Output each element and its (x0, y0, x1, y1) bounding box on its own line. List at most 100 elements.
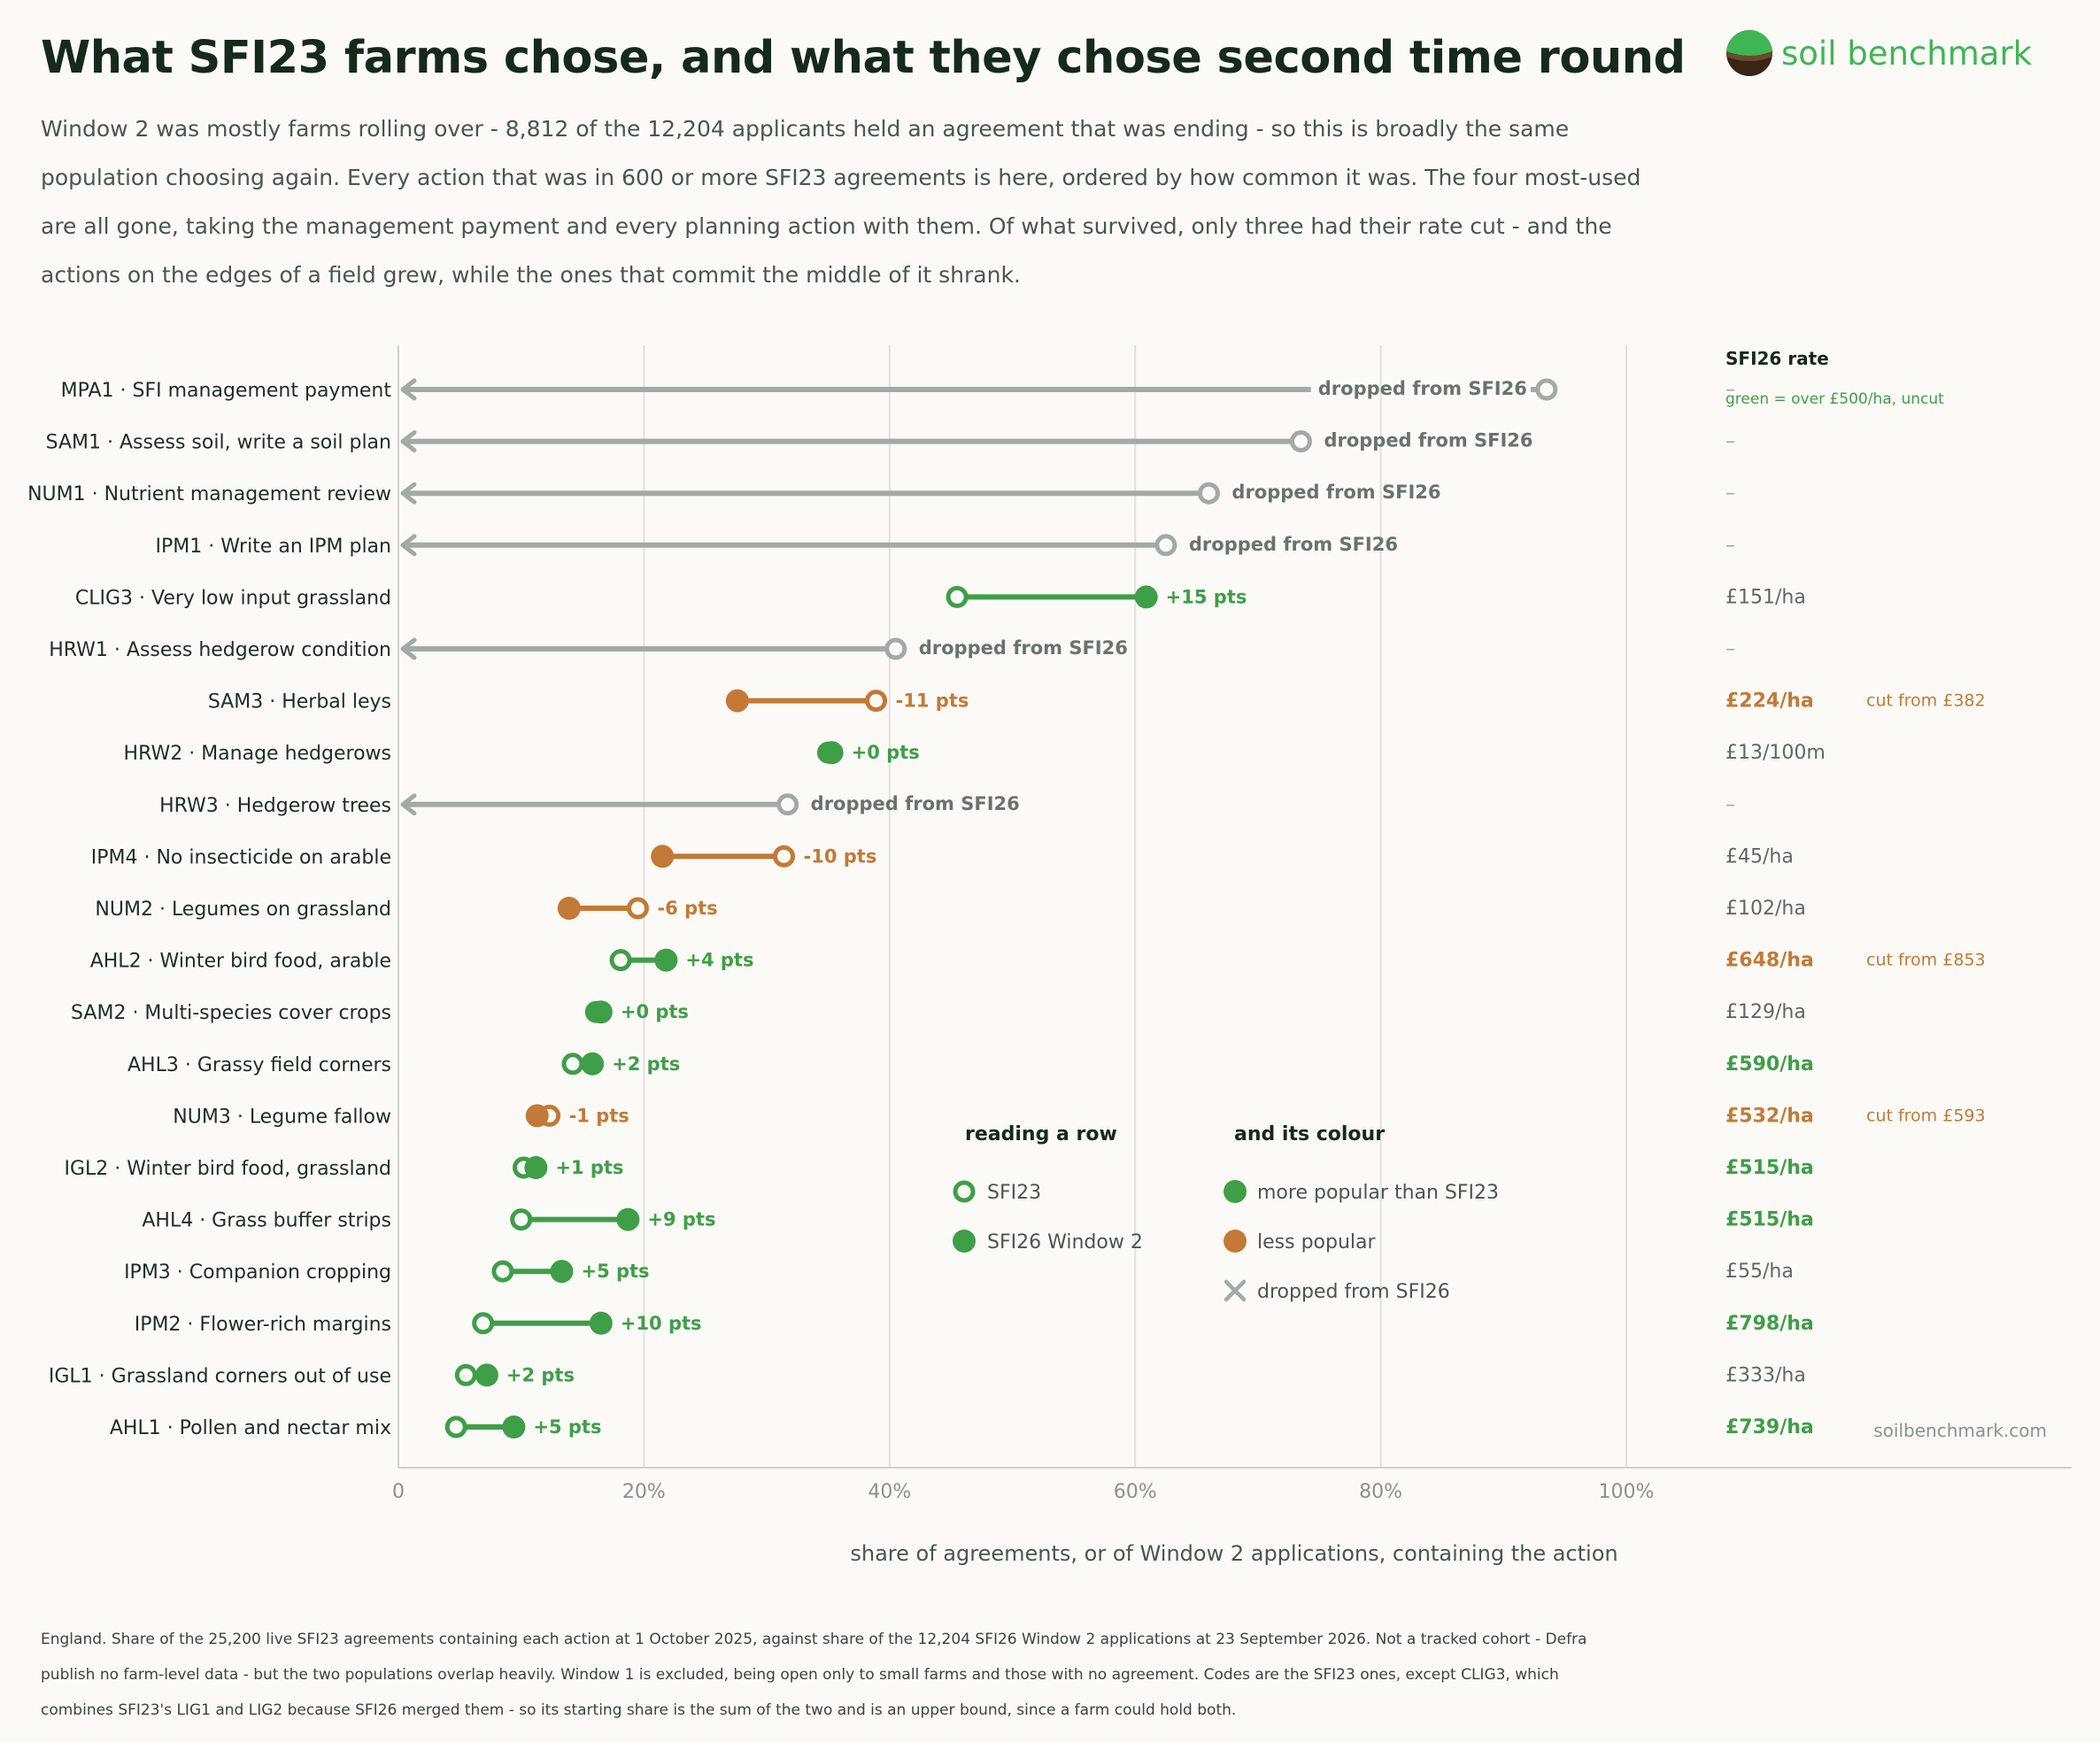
sfi23-point (946, 585, 969, 608)
rate-value: £739/ha (1726, 1416, 1814, 1438)
row-label: IPM4 · No insecticide on arable (91, 846, 391, 868)
row-label: MPA1 · SFI management payment (61, 380, 392, 402)
sfi23-point (491, 1260, 514, 1283)
chart-row: SAM3 · Herbal leys -11 pts (208, 689, 969, 713)
grid-lines (643, 345, 1627, 1468)
chart-row: SAM2 · Multi-species cover crops +0 pts (71, 1000, 689, 1024)
source-credit: soilbenchmark.com (1873, 1420, 2047, 1441)
sfi23-point (444, 1415, 467, 1438)
chart-row: HRW2 · Manage hedgerows +0 pts (124, 741, 920, 765)
legend-sfi26-marker (953, 1230, 976, 1253)
x-tick-label: 0 (392, 1481, 405, 1503)
logo: soil benchmark (1726, 27, 2032, 80)
row-label: SAM2 · Multi-species cover crops (71, 1002, 391, 1024)
delta-label: +0 pts (852, 742, 920, 763)
sfi26-point (820, 741, 844, 765)
rate-cut-note: cut from £853 (1866, 951, 1986, 970)
sfi23-point (1197, 482, 1220, 505)
rate-value: £13/100m (1726, 742, 1826, 764)
delta-label: +4 pts (685, 950, 753, 971)
rate-value: £129/ha (1726, 1001, 1806, 1023)
sfi23-point (472, 1312, 495, 1335)
chart-row: NUM1 · Nutrient management review dropped… (27, 482, 1440, 505)
rate-value: £102/ha (1726, 898, 1806, 920)
x-tick-label: 20% (622, 1481, 666, 1503)
row-label: IPM1 · Write an IPM plan (156, 536, 391, 558)
row-label: AHL4 · Grass buffer strips (142, 1210, 391, 1232)
sfi23-point (776, 793, 799, 816)
chart-row: AHL2 · Winter bird food, arable +4 pts (90, 948, 753, 973)
arrow-left-icon (400, 793, 417, 816)
sfi23-point (1154, 534, 1177, 557)
arrow-left-icon (400, 378, 417, 401)
sfi23-point (510, 1208, 533, 1231)
chart-row: AHL4 · Grass buffer strips +9 pts (142, 1207, 715, 1232)
rate-subheader: green = over £500/ha, uncut (1726, 390, 1944, 408)
sfi26-point (725, 689, 749, 713)
dropped-label: dropped from SFI26 (1324, 430, 1533, 451)
chart-row: NUM2 · Legumes on grassland -6 pts (95, 897, 718, 921)
row-label: AHL3 · Grassy field corners (127, 1054, 391, 1076)
chart-row: IPM2 · Flower-rich margins +10 pts (135, 1311, 702, 1336)
delta-label: +5 pts (581, 1261, 649, 1282)
row-label: SAM1 · Assess soil, write a soil plan (46, 432, 391, 454)
sfi26-point (525, 1104, 549, 1128)
x-tick-label: 100% (1599, 1481, 1655, 1503)
chart-title: What SFI23 farms chose, and what they ch… (41, 32, 1686, 84)
x-axis: 0 20% 40% 60% 80% 100% (392, 345, 2072, 1503)
legend-sfi23-label: SFI23 (987, 1182, 1041, 1204)
sfi26-point (581, 1052, 605, 1076)
dumbbell-chart: 0 20% 40% 60% 80% 100% MPA1 · SFI management … (27, 345, 2072, 1566)
sfi26-point (475, 1363, 498, 1387)
delta-label: +2 pts (506, 1364, 575, 1385)
delta-label: +5 pts (533, 1416, 601, 1438)
row-label: NUM2 · Legumes on grassland (95, 898, 391, 921)
chart-row: CLIG3 · Very low input grassland +15 pts (75, 585, 1247, 609)
row-label: IGL1 · Grassland corners out of use (49, 1365, 391, 1387)
rate-value: £532/ha (1726, 1105, 1814, 1127)
rate-value: £333/ha (1726, 1364, 1806, 1386)
rate-cut-note: cut from £593 (1866, 1106, 1986, 1125)
rate-value: £224/ha (1726, 690, 1814, 713)
chart-row: IPM3 · Companion cropping +5 pts (124, 1260, 650, 1284)
row-label: IGL2 · Winter bird food, grassland (64, 1158, 391, 1180)
rate-value: £590/ha (1726, 1053, 1814, 1076)
row-label: HRW2 · Manage hedgerows (124, 743, 391, 765)
row-label: HRW1 · Assess hedgerow condition (49, 639, 391, 661)
delta-label: -6 pts (657, 898, 717, 919)
sfi23-point (1289, 430, 1312, 453)
rate-header: SFI26 rate (1726, 348, 1829, 369)
sfi23-point (626, 897, 649, 920)
sfi26-point (524, 1156, 548, 1179)
delta-label: -11 pts (896, 690, 969, 712)
sfi23-point (884, 637, 907, 660)
rate-value: – (1726, 431, 1735, 453)
dropped-label: dropped from SFI26 (811, 793, 1020, 814)
rate-value: £648/ha (1726, 950, 1814, 972)
legend-sfi23-marker (953, 1180, 976, 1203)
rate-value: £798/ha (1726, 1313, 1814, 1335)
legend-down-label: less popular (1257, 1231, 1376, 1253)
footnote: England. Share of the 25,200 live SFI23 … (41, 1631, 1587, 1719)
sfi23-point (865, 690, 888, 713)
soil-logo-icon (1726, 30, 1772, 76)
rate-value: – (1726, 638, 1735, 660)
delta-label: -10 pts (804, 845, 877, 867)
arrow-left-icon (400, 534, 417, 557)
chart-row: SAM1 · Assess soil, write a soil plan dro… (46, 430, 1533, 454)
rate-value: – (1726, 482, 1735, 505)
x-tick-label: 40% (868, 1481, 911, 1503)
row-label: HRW3 · Hedgerow trees (159, 795, 391, 817)
legend-dropped-cross-icon (1224, 1279, 1247, 1302)
dropped-label: dropped from SFI26 (919, 637, 1128, 659)
rate-value: £55/ha (1726, 1261, 1794, 1283)
sfi26-point (550, 1260, 574, 1284)
row-label: IPM3 · Companion cropping (124, 1261, 391, 1284)
x-tick-label: 60% (1114, 1481, 1157, 1503)
row-label: NUM3 · Legume fallow (173, 1106, 391, 1128)
sfi23-point (773, 845, 796, 868)
chart-row: HRW1 · Assess hedgerow condition dropped … (49, 637, 1128, 661)
delta-label: -1 pts (569, 1105, 629, 1126)
sfi26-point (651, 845, 675, 868)
legend-up-label: more popular than SFI23 (1257, 1182, 1499, 1204)
